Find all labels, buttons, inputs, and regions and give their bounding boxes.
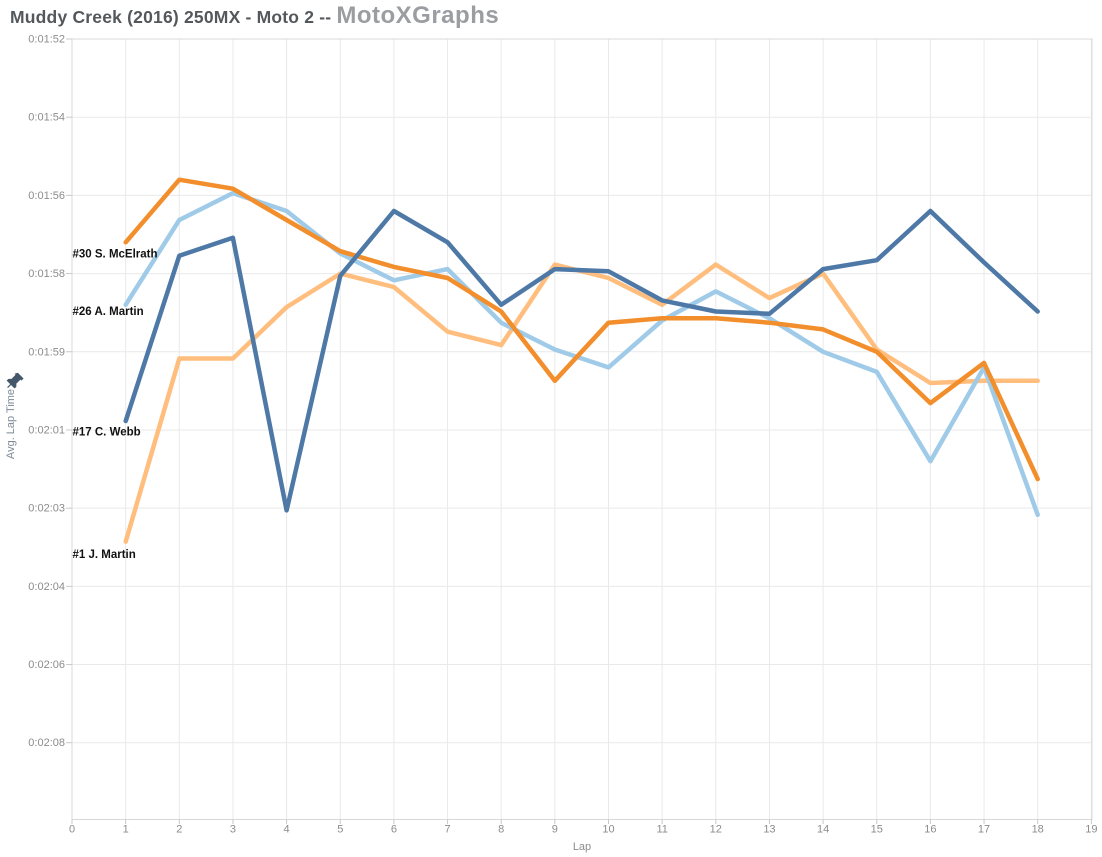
y-tick-label: 0:01:58 [28,268,65,280]
x-tick-label: 7 [444,824,450,836]
x-tick-label: 17 [978,824,990,836]
x-tick-label: 0 [69,824,75,836]
x-tick-label: 11 [656,824,667,836]
series-line--1-j-martin[interactable] [123,262,1040,544]
chart-title-text: Muddy Creek (2016) 250MX - Moto 2 -- [10,7,337,27]
x-tick-label: 3 [230,824,236,836]
x-tick-label: 15 [871,824,883,836]
y-tick-label: 0:02:08 [28,737,65,749]
x-tick-label: 18 [1032,824,1044,836]
x-tick-label: 16 [924,824,936,836]
y-axis-tick-labels: 0:01:52 0:01:54 0:01:56 0:01:58 0:01:59 0:02:… [28,34,65,750]
x-tick-label: 4 [284,824,290,836]
x-tick-label: 12 [710,824,722,836]
y-tick-label: 0:02:01 [28,424,65,436]
series-line--30-s-mcelrath[interactable] [123,177,1040,482]
series-line--26-a-martin[interactable] [123,190,1040,518]
series-line--17-c-webb[interactable] [123,208,1040,513]
plot-border [71,38,1093,820]
x-axis-tick-labels: 0 1 2 3 4 5 6 7 8 9 10 11 12 13 14 15 16 17 18 19 [69,824,1098,836]
y-tick-label: 0:01:59 [28,346,65,358]
plot-area-border [71,38,1093,820]
chart-title: Muddy Creek (2016) 250MX - Moto 2 -- Mot… [10,2,499,30]
y-tick-label: 0:02:04 [28,581,65,593]
y-axis-title-group: Avg. Lap Time [5,372,24,459]
series-label: #30 S. McElrath [73,249,158,261]
x-tick-label: 10 [602,824,614,836]
axis-ticks [66,38,1092,824]
gridlines [71,38,1092,820]
x-tick-label: 5 [337,824,343,836]
x-tick-label: 2 [176,824,182,836]
y-tick-label: 0:01:56 [28,190,65,202]
brand-text: MotoXGraphs [336,2,500,29]
y-axis-title: Avg. Lap Time [5,389,17,459]
y-tick-label: 0:02:03 [28,503,65,515]
x-tick-label: 1 [123,824,129,836]
x-axis-title: Lap [573,841,591,853]
series-label: #17 C. Webb [73,427,141,439]
pin-icon[interactable] [6,372,24,389]
x-tick-label: 6 [391,824,397,836]
series-label: #1 J. Martin [73,549,136,561]
x-tick-label: 13 [763,824,775,836]
series-label: #26 A. Martin [73,306,144,318]
x-tick-label: 9 [552,824,558,836]
x-tick-label: 14 [817,824,829,836]
series-labels: #30 S. McElrath #26 A. Martin #17 C. Webb #… [73,249,158,562]
x-tick-label: 19 [1085,824,1097,836]
y-tick-label: 0:02:06 [28,659,65,671]
x-tick-label: 8 [498,824,504,836]
y-tick-label: 0:01:52 [28,34,65,46]
y-tick-label: 0:01:54 [28,112,65,124]
series-lines [123,177,1040,544]
